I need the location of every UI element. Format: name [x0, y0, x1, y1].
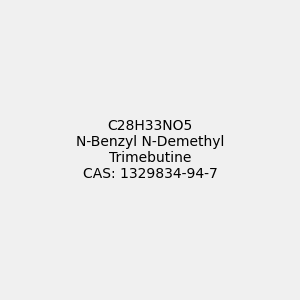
Text: C28H33NO5
N-Benzyl N-Demethyl
Trimebutine
CAS: 1329834-94-7: C28H33NO5 N-Benzyl N-Demethyl Trimebutin… [76, 119, 224, 181]
